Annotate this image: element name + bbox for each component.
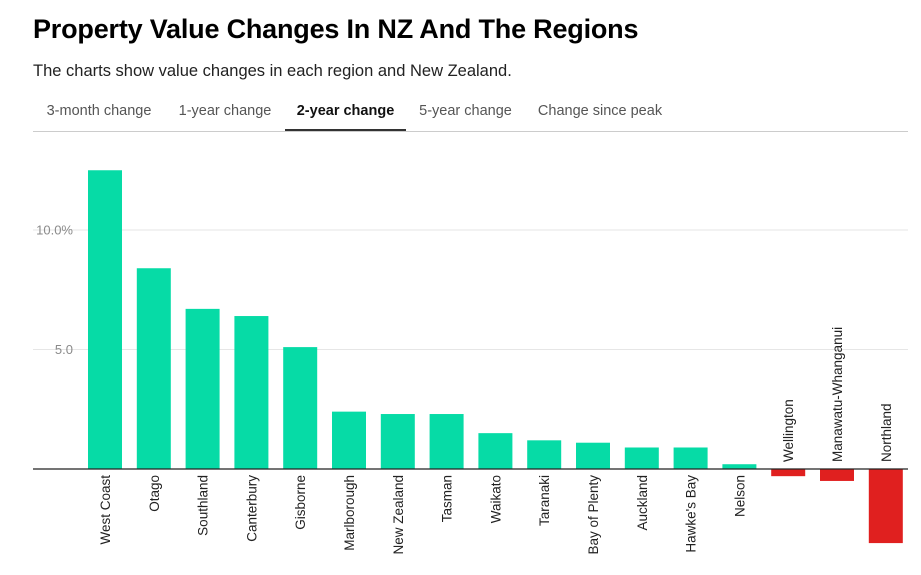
page-title: Property Value Changes In NZ And The Reg… xyxy=(33,14,639,44)
category-label: Bay of Plenty xyxy=(586,475,601,555)
bar xyxy=(88,170,122,469)
bar xyxy=(380,414,415,469)
y-tick-label: 5.0 xyxy=(55,342,73,357)
tab-2-year-change[interactable]: 2-year change xyxy=(285,99,406,131)
category-label: Hawke's Bay xyxy=(684,475,699,553)
category-label: Taranaki xyxy=(537,475,552,526)
bar xyxy=(478,433,513,469)
page-subtitle: The charts show value changes in each re… xyxy=(33,62,512,80)
category-label: Manawatu-Whanganui xyxy=(830,327,845,462)
category-label: Otago xyxy=(147,475,162,512)
bar xyxy=(868,469,903,544)
tab-bar: 3-month change 1-year change 2-year chan… xyxy=(33,99,908,132)
category-label: Wellington xyxy=(781,399,796,462)
tab-change-since-peak[interactable]: Change since peak xyxy=(537,103,663,119)
category-label: Waikato xyxy=(488,475,503,523)
bar xyxy=(185,308,220,469)
bar xyxy=(527,440,562,469)
category-label: Canterbury xyxy=(244,475,259,542)
category-label: Tasman xyxy=(440,475,455,522)
bar xyxy=(283,347,318,469)
bar xyxy=(234,316,269,469)
bar xyxy=(722,464,757,469)
bar xyxy=(136,268,171,469)
category-label: Auckland xyxy=(635,475,650,531)
tab-1-year-change[interactable]: 1-year change xyxy=(178,103,272,119)
bar xyxy=(576,442,610,469)
category-label: West Coast xyxy=(98,475,113,545)
bar xyxy=(820,469,854,481)
category-label: Marlborough xyxy=(342,475,357,551)
category-label: New Zealand xyxy=(391,475,406,555)
y-tick-label: 10.0% xyxy=(36,223,73,238)
tab-5-year-change[interactable]: 5-year change xyxy=(419,103,512,119)
category-label: Nelson xyxy=(732,475,747,517)
bar xyxy=(673,447,708,469)
bar xyxy=(771,469,806,477)
bar xyxy=(332,411,366,469)
bar xyxy=(624,447,659,469)
tab-3-month-change[interactable]: 3-month change xyxy=(46,103,152,119)
category-label: Gisborne xyxy=(293,475,308,530)
bar xyxy=(429,414,464,469)
category-label: Southland xyxy=(196,475,211,536)
category-label: Northland xyxy=(879,403,894,462)
